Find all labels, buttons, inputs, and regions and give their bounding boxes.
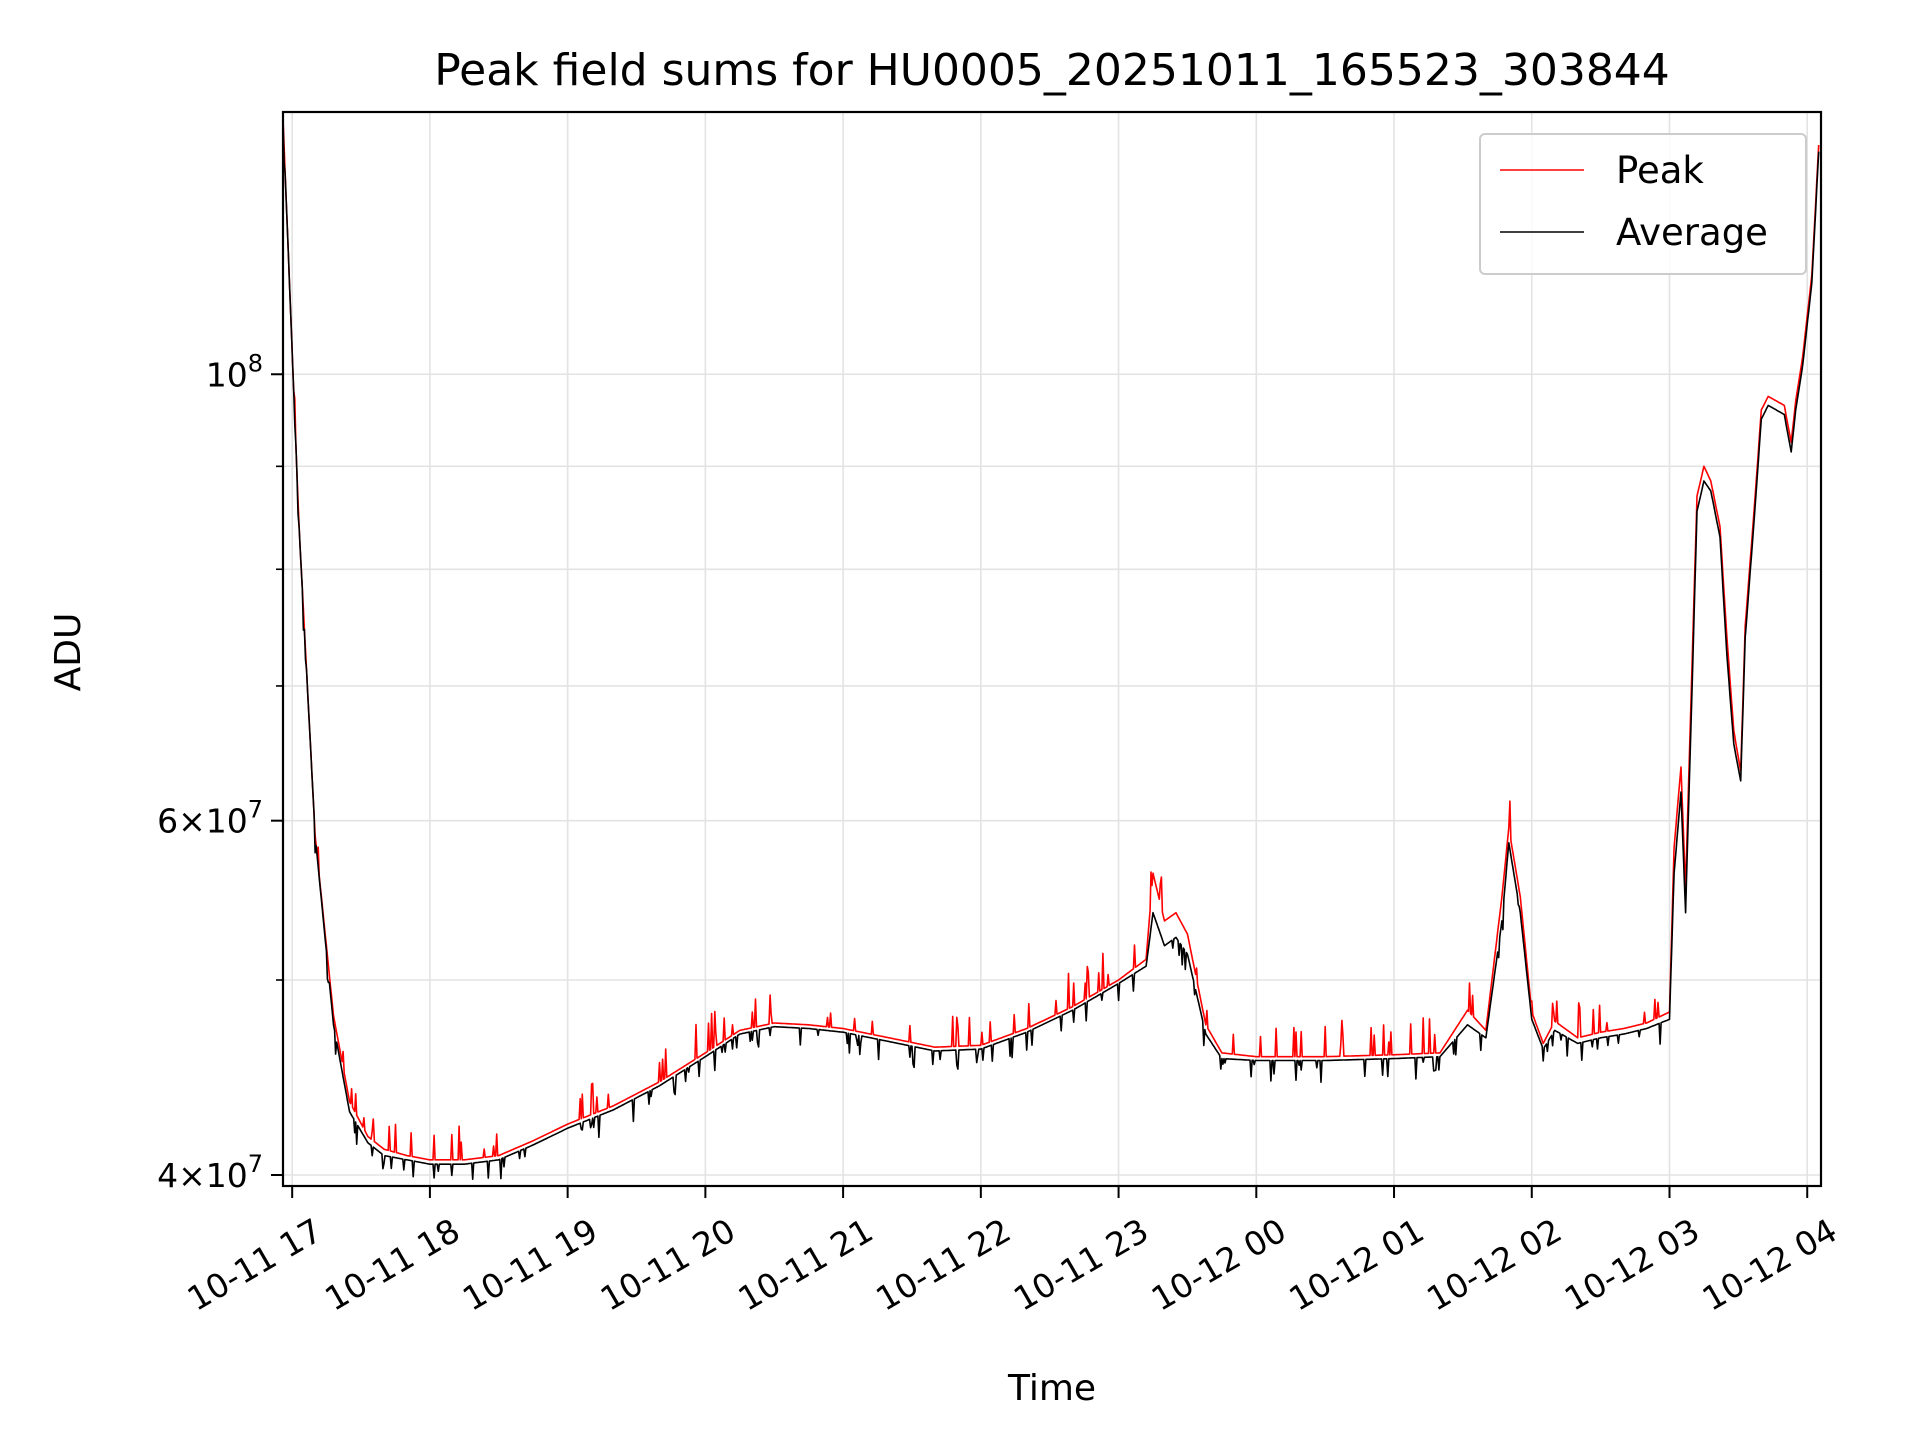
y-tick-exponent: 8	[248, 349, 263, 377]
y-tick-times: ×	[178, 802, 206, 841]
y-tick-times: ×	[178, 1156, 206, 1195]
series-line-peak	[282, 118, 1820, 1161]
y-tick-label: 4×107	[157, 1150, 263, 1195]
x-axis-label: Time	[1007, 1368, 1096, 1409]
chart-title: Peak field sums for HU0005_20251011_1655…	[434, 45, 1670, 96]
y-tick-label: 6×107	[157, 796, 263, 841]
legend-label-peak: Peak	[1616, 149, 1704, 192]
y-tick-base: 10	[206, 1156, 248, 1195]
y-tick-base: 10	[206, 355, 248, 394]
y-tick-label: 108	[206, 349, 263, 394]
y-tick-mantissa: 6	[157, 802, 178, 841]
legend: Peak Average	[1479, 133, 1807, 275]
y-axis-label: ADU	[48, 613, 89, 692]
plot-frame	[281, 110, 1823, 1188]
series-line-average	[282, 118, 1820, 1180]
legend-label-average: Average	[1616, 211, 1768, 254]
series-layer	[282, 118, 1820, 1180]
y-tick-exponent: 7	[248, 796, 263, 824]
y-tick-mantissa: 4	[157, 1156, 178, 1195]
y-tick-base: 10	[206, 802, 248, 841]
y-tick-exponent: 7	[248, 1150, 263, 1178]
legend-box	[1479, 133, 1807, 275]
